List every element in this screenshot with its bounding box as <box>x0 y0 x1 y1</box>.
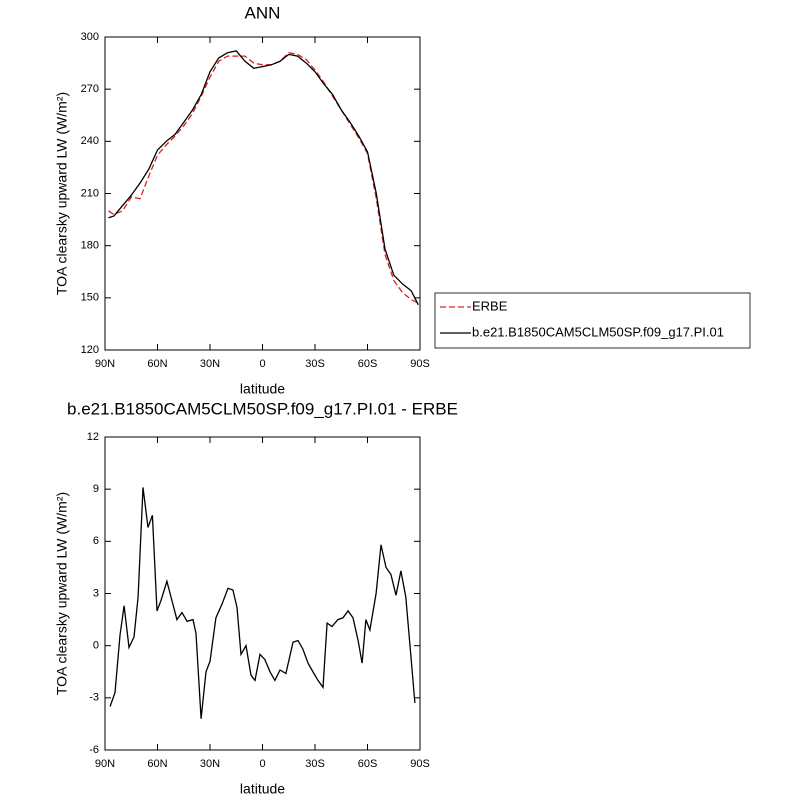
chart-title: b.e21.B1850CAM5CLM50SP.f09_g17.PI.01 - E… <box>67 399 458 418</box>
y-tick-label: 3 <box>93 587 99 599</box>
y-tick-label: 150 <box>81 292 99 304</box>
y-tick-label: -3 <box>89 692 99 704</box>
legend-box <box>434 292 751 349</box>
y-tick-label: 270 <box>81 83 99 95</box>
y-tick-label: 300 <box>81 31 99 43</box>
x-tick-label: 30N <box>200 358 220 370</box>
data-line <box>108 51 419 304</box>
legend-label: ERBE <box>472 298 508 313</box>
plot-frame <box>104 436 421 751</box>
x-tick-label: 30S <box>305 358 325 370</box>
y-tick-label: 120 <box>81 344 99 356</box>
x-tick-label: 60N <box>147 758 167 770</box>
x-tick-label: 30N <box>200 758 220 770</box>
data-line <box>109 487 416 719</box>
y-tick-label: 0 <box>93 640 99 652</box>
x-tick-label: 90N <box>95 358 115 370</box>
y-tick-label: 240 <box>81 135 99 147</box>
x-axis-label: latitude <box>240 781 285 797</box>
x-tick-label: 90S <box>410 358 430 370</box>
x-tick-label: 60N <box>147 358 167 370</box>
x-tick-label: 90S <box>410 758 430 770</box>
x-tick-label: 0 <box>259 758 265 770</box>
x-tick-label: 60S <box>358 358 378 370</box>
y-tick-label: 9 <box>93 483 99 495</box>
y-tick-label: -6 <box>89 744 99 756</box>
x-tick-label: 60S <box>358 758 378 770</box>
y-tick-label: 180 <box>81 240 99 252</box>
x-axis-label: latitude <box>240 381 285 397</box>
x-tick-label: 90N <box>95 758 115 770</box>
y-tick-label: 6 <box>93 535 99 547</box>
y-tick-label: 12 <box>87 431 99 443</box>
y-tick-label: 210 <box>81 187 99 199</box>
x-tick-label: 0 <box>259 358 265 370</box>
x-tick-label: 30S <box>305 758 325 770</box>
y-axis-label: TOA clearsky upward LW (W/m²) <box>54 92 70 295</box>
legend-label: b.e21.B1850CAM5CLM50SP.f09_g17.PI.01 <box>472 324 724 339</box>
chart-title: ANN <box>245 3 281 22</box>
plot-frame <box>104 36 421 351</box>
y-axis-label: TOA clearsky upward LW (W/m²) <box>54 492 70 695</box>
data-line <box>108 50 419 306</box>
